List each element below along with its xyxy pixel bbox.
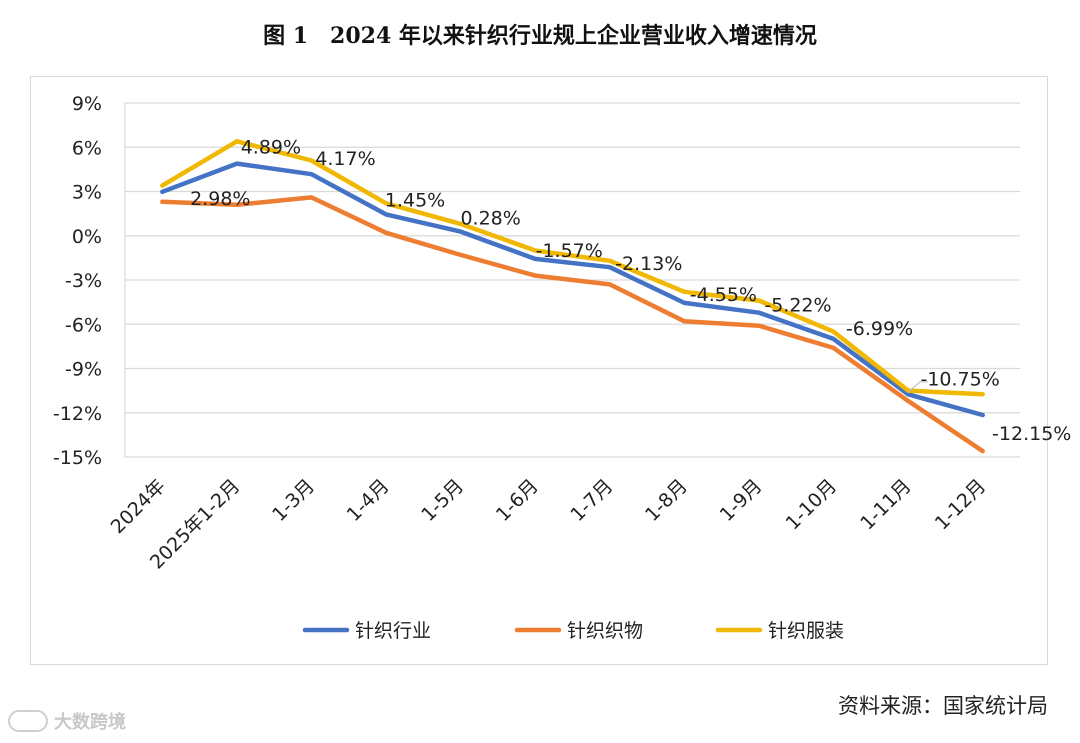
source-note: 资料来源：国家统计局 <box>838 694 1048 718</box>
y-tick-label: -12% <box>53 403 102 425</box>
y-tick-label: -15% <box>53 447 102 469</box>
watermark-logo-icon <box>8 710 48 732</box>
x-tick-label: 1-5月 <box>417 475 468 526</box>
data-label: -1.57% <box>536 240 603 262</box>
x-tick-label: 1-12月 <box>931 475 990 534</box>
data-label: 4.89% <box>241 137 301 159</box>
watermark-text: 大数跨境 <box>54 712 126 733</box>
x-tick-label: 1-11月 <box>856 475 915 534</box>
x-tick-label: 1-4月 <box>343 475 394 526</box>
y-tick-label: 6% <box>72 137 102 159</box>
x-tick-label: 2024年 <box>107 475 170 538</box>
data-label: 0.28% <box>460 208 520 230</box>
y-tick-label: -6% <box>65 314 102 336</box>
y-tick-label: -3% <box>65 270 102 292</box>
chart-frame <box>30 76 1048 665</box>
data-label: -5.22% <box>764 295 831 317</box>
y-tick-label: 3% <box>72 182 102 204</box>
chart-title: 图 1 2024 年以来针织行业规上企业营业收入增速情况 <box>263 23 817 49</box>
data-label: -4.55% <box>690 284 757 306</box>
data-label: -12.15% <box>992 423 1071 445</box>
x-tick-label: 1-9月 <box>716 475 767 526</box>
x-tick-label: 1-6月 <box>492 475 543 526</box>
y-tick-label: 0% <box>72 226 102 248</box>
y-tick-label: -9% <box>65 359 102 381</box>
x-tick-label: 1-10月 <box>782 475 841 534</box>
data-label: 1.45% <box>385 189 445 211</box>
leader-line <box>907 381 929 393</box>
data-label: 2.98% <box>190 188 250 210</box>
data-label: -2.13% <box>615 253 682 275</box>
x-tick-label: 1-8月 <box>641 475 692 526</box>
data-label: -6.99% <box>846 318 913 340</box>
data-label: 4.17% <box>315 148 375 170</box>
legend-label: 针织服装 <box>768 620 844 642</box>
series-line <box>160 195 985 454</box>
series-line <box>160 161 985 418</box>
data-label: -10.75% <box>920 368 999 390</box>
watermark: 大数跨境 <box>8 708 126 734</box>
x-tick-label: 1-3月 <box>268 475 319 526</box>
legend-label: 针织织物 <box>567 620 643 642</box>
y-tick-label: 9% <box>72 93 102 115</box>
series-line <box>160 139 985 397</box>
legend-label: 针织行业 <box>355 620 431 642</box>
x-tick-label: 1-7月 <box>566 475 617 526</box>
